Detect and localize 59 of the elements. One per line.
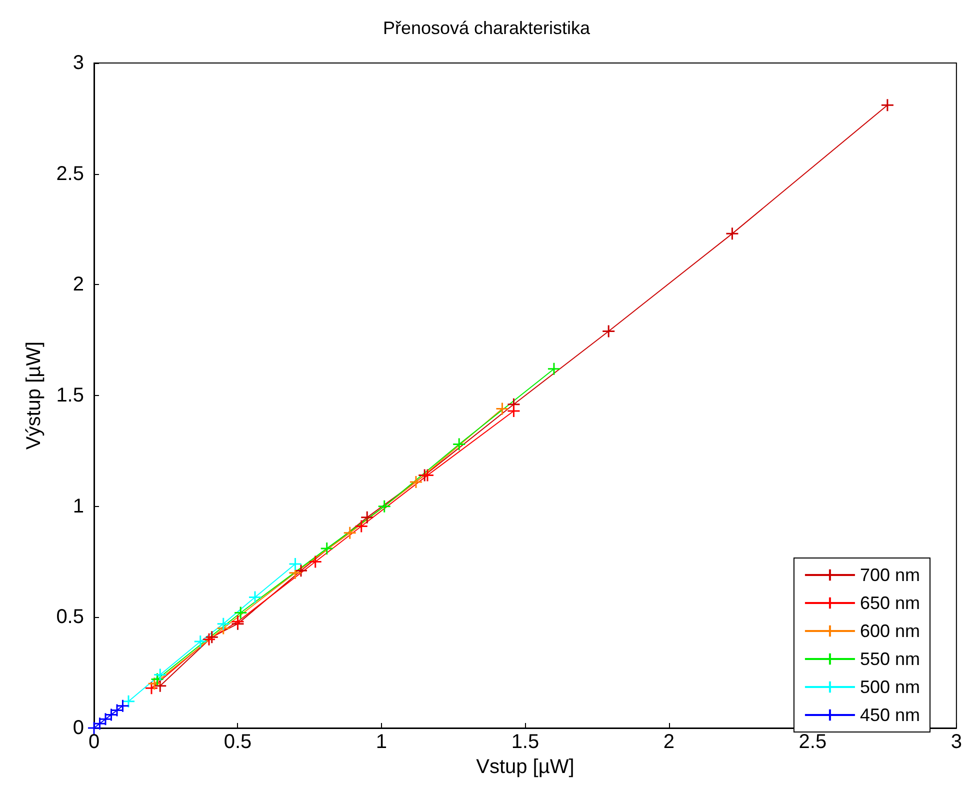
point (354, 520, 368, 534)
point (153, 679, 167, 693)
y-tick-label: 1 (72, 495, 84, 518)
point (153, 668, 167, 682)
point (294, 564, 308, 578)
point (205, 630, 219, 644)
y-tick-label: 0.5 (56, 606, 84, 628)
x-tick-label: 2 (663, 731, 675, 753)
point (343, 526, 357, 540)
point (602, 324, 616, 338)
point (110, 704, 124, 718)
y-tick-label: 3 (72, 52, 84, 74)
point (409, 475, 423, 489)
x-axis-title: Vstup [µW] (476, 756, 574, 778)
x-tick-label: 1.5 (511, 731, 540, 753)
point (122, 694, 136, 708)
point (248, 590, 262, 604)
chart-title: Přenosová charakteristika (382, 18, 592, 38)
point (308, 555, 322, 568)
point (547, 362, 561, 376)
legend-label: 650 nm (860, 593, 920, 613)
point (360, 510, 374, 524)
point (216, 617, 230, 631)
x-tick-label: 1 (376, 731, 388, 753)
point (230, 614, 244, 628)
point (506, 404, 520, 418)
x-tick-label: 2.5 (798, 731, 827, 753)
legend-label: 500 nm (860, 677, 920, 697)
point (93, 716, 106, 730)
point (104, 708, 118, 722)
x-tick-label: 0 (88, 731, 100, 753)
legend-label: 600 nm (860, 621, 920, 641)
y-tick-label: 2.5 (56, 162, 84, 185)
point (116, 699, 130, 713)
point (144, 681, 158, 695)
point (495, 402, 509, 416)
point (880, 98, 894, 112)
point (150, 672, 164, 686)
x-tick-label: 0.5 (224, 731, 252, 753)
point (234, 606, 248, 620)
point (87, 721, 101, 735)
point (148, 676, 162, 690)
point (420, 468, 434, 482)
y-axis-title: Výstup [µW] (23, 341, 45, 450)
point (452, 438, 466, 452)
point (288, 557, 302, 571)
x-tick-label: 3 (950, 731, 962, 753)
point (194, 634, 208, 648)
point (98, 712, 112, 726)
point (378, 500, 392, 514)
y-tick-label: 0 (72, 717, 84, 739)
y-tick-label: 2 (72, 274, 84, 296)
point (725, 226, 739, 240)
legend-label: 450 nm (860, 705, 920, 725)
point (320, 542, 334, 556)
legend-label: 550 nm (860, 649, 920, 669)
legend-label: 700 nm (860, 565, 920, 585)
point (202, 632, 216, 646)
y-tick-label: 1.5 (56, 384, 84, 406)
